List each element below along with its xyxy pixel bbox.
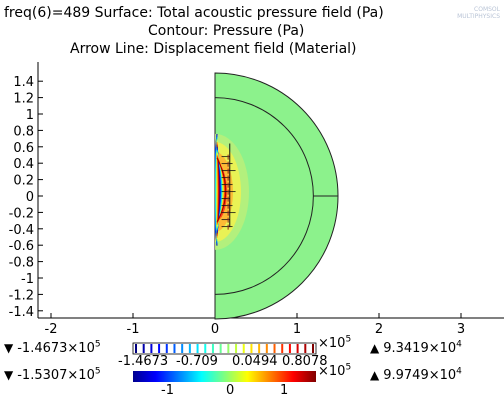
y-tick-label: -0.8 <box>9 256 34 271</box>
contour-tick-label: -1.4673 <box>118 354 169 369</box>
field-region <box>215 151 233 232</box>
plot-title-line-1: freq(6)=489 Surface: Total acoustic pres… <box>4 5 384 21</box>
contour-max-label: ▲ 9.3419×104 <box>370 339 462 356</box>
source-field <box>215 133 249 250</box>
color-legends <box>132 342 317 382</box>
logo-text-2: MULTIPHYSICS <box>457 13 500 20</box>
y-tick-label: -0.6 <box>9 239 34 254</box>
plot-title-line-2: Contour: Pressure (Pa) <box>148 23 305 39</box>
y-tick-label: 0.6 <box>13 141 34 156</box>
x-tick-label: -1 <box>127 322 140 337</box>
y-tick-label: 0.8 <box>13 124 34 139</box>
surface-tick-label: 1 <box>280 383 289 398</box>
y-tick-label: 0 <box>26 190 34 205</box>
contour-scale-exp: ×105 <box>318 334 352 351</box>
acoustic-domain <box>214 72 339 320</box>
surface-colorbar <box>133 371 316 382</box>
x-tick-label: -2 <box>45 322 58 337</box>
y-tick-label: -0.4 <box>9 223 34 238</box>
surface-tick-label: 0 <box>226 383 235 398</box>
max-triangle-icon: ▲ <box>370 341 380 355</box>
plot-title-line-3: Arrow Line: Displacement field (Material… <box>70 41 357 57</box>
y-tick-label: -1.2 <box>9 288 34 303</box>
min-triangle-icon: ▼ <box>4 341 14 355</box>
contour-tick-label: -0.709 <box>176 354 218 369</box>
max-triangle-icon: ▲ <box>370 368 380 382</box>
y-tick-label: -1.4 <box>9 305 34 320</box>
contour-line <box>216 157 227 222</box>
y-tick-label: -0.2 <box>9 206 34 221</box>
x-tick-label: 0 <box>211 322 219 337</box>
axes: -2 -1 0 1 2 31.41.210.80.60.40.20-0.2-0.4-0.6… <box>9 62 504 337</box>
logo-text-1: COMSOL <box>474 6 500 13</box>
x-tick-label: 1 <box>293 322 301 337</box>
outer-domain <box>214 72 339 320</box>
contour-tick-label: 0.0494 <box>232 354 278 369</box>
comsol-logo: COMSOL MULTIPHYSICS <box>452 6 500 20</box>
y-tick-label: 0.2 <box>13 174 34 189</box>
surface-tick-label: -1 <box>161 383 174 398</box>
contour-min-label: ▼ -1.4673×105 <box>4 339 101 356</box>
y-tick-label: -1 <box>21 272 34 287</box>
contour-tick-label: 0.8078 <box>282 354 328 369</box>
y-tick-label: 1.4 <box>13 75 34 90</box>
y-tick-label: 1.2 <box>13 92 34 107</box>
contour-colorbar-frame <box>132 342 317 355</box>
x-tick-label: 3 <box>457 322 465 337</box>
y-tick-label: 0.4 <box>13 157 34 172</box>
surface-min-label: ▼ -1.5307×105 <box>4 366 101 383</box>
surface-scale-exp: ×105 <box>318 362 352 379</box>
surface-max-label: ▲ 9.9749×104 <box>370 366 462 383</box>
y-tick-label: 1 <box>26 108 34 123</box>
x-tick-label: 2 <box>375 322 383 337</box>
min-triangle-icon: ▼ <box>4 368 14 382</box>
